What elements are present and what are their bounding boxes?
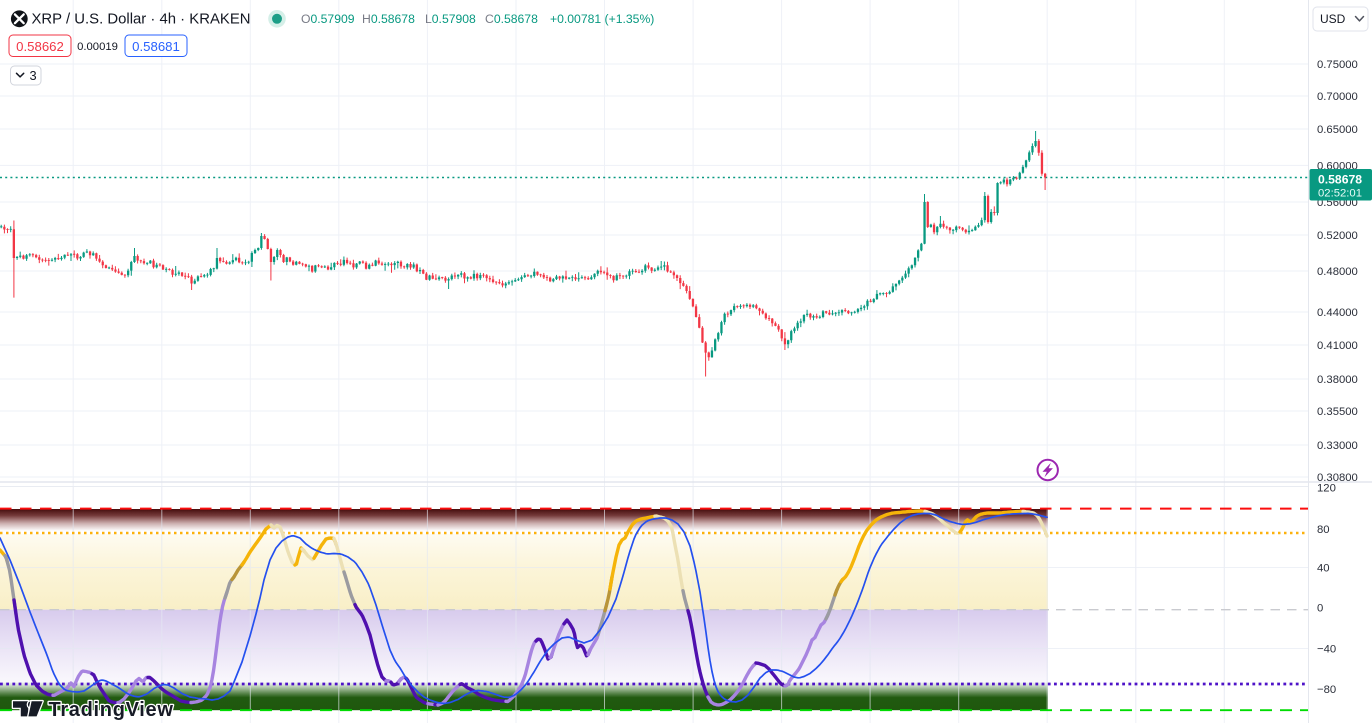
svg-text:0.58678: 0.58678 (1318, 173, 1362, 187)
svg-text:−80: −80 (1317, 684, 1336, 696)
svg-text:0.58681: 0.58681 (132, 39, 180, 54)
svg-text:0.30800: 0.30800 (1317, 472, 1358, 484)
svg-text:0.38000: 0.38000 (1317, 374, 1358, 386)
svg-text:USD: USD (1320, 12, 1346, 26)
svg-text:−40: −40 (1317, 644, 1336, 656)
svg-text:0.00019: 0.00019 (77, 41, 118, 53)
svg-text:0.52000: 0.52000 (1317, 230, 1358, 242)
svg-text:40: 40 (1317, 563, 1330, 575)
svg-text:O0.57909: O0.57909 (301, 12, 355, 26)
svg-text:+0.00781 (+1.35%): +0.00781 (+1.35%) (550, 12, 654, 26)
svg-text:H0.58678: H0.58678 (362, 12, 415, 26)
svg-text:0.48000: 0.48000 (1317, 266, 1358, 278)
svg-text:0.58662: 0.58662 (16, 39, 64, 54)
svg-text:3: 3 (30, 68, 37, 83)
svg-text:L0.57908: L0.57908 (425, 12, 476, 26)
svg-text:02:52:01: 02:52:01 (1318, 188, 1362, 200)
svg-text:0.35500: 0.35500 (1317, 406, 1358, 418)
svg-text:0.33000: 0.33000 (1317, 440, 1358, 452)
svg-text:XRP / U.S. Dollar · 4h · KRAKE: XRP / U.S. Dollar · 4h · KRAKEN (32, 12, 251, 28)
svg-text:C0.58678: C0.58678 (485, 12, 538, 26)
svg-text:TradingView: TradingView (49, 699, 174, 721)
svg-text:80: 80 (1317, 524, 1330, 536)
svg-text:120: 120 (1317, 482, 1336, 494)
svg-text:0.70000: 0.70000 (1317, 91, 1358, 103)
svg-text:0: 0 (1317, 603, 1323, 615)
svg-text:0.75000: 0.75000 (1317, 59, 1358, 71)
svg-text:0.65000: 0.65000 (1317, 124, 1358, 136)
svg-text:0.44000: 0.44000 (1317, 307, 1358, 319)
svg-text:0.41000: 0.41000 (1317, 340, 1358, 352)
